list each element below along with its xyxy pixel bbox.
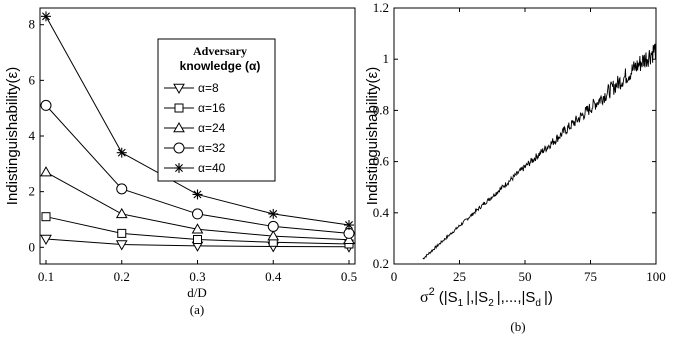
chart-a: 0 2 4 6 8 0.1 0.2 0.3 0.4 0.5 Indistinguishabili… <box>4 7 357 317</box>
chart-a-legend: Adversary knowledge (α) α=8 α=16 α=24 α=32 α… <box>157 38 276 182</box>
y-tick-label: 2 <box>29 184 36 199</box>
legend-label: α=8 <box>198 81 219 95</box>
x-label-sup: 2 <box>429 286 435 298</box>
data-point <box>41 212 51 222</box>
data-point <box>40 234 52 245</box>
y-tick-label: 6 <box>29 72 36 87</box>
x-tick-label: 0.2 <box>114 269 130 284</box>
data-point <box>40 99 52 111</box>
x-label-sigma: σ <box>420 289 429 306</box>
chart-a-series <box>40 11 355 253</box>
data-point <box>116 183 128 195</box>
legend-label: α=32 <box>198 141 226 155</box>
chart-a-x-ticks: 0.1 0.2 0.3 0.4 0.5 <box>38 260 357 284</box>
data-point <box>115 240 128 251</box>
data-point <box>267 230 280 241</box>
x-tick-label: 50 <box>519 269 532 284</box>
x-label-sub3: d <box>535 298 541 309</box>
x-tick-label: 25 <box>453 269 466 284</box>
chart-b: 0.2 0.4 0.6 0.8 1 1.2 0 25 50 75 100 Indistinguis… <box>364 0 666 334</box>
chart-a-x-axis-label: d/D <box>187 285 207 300</box>
data-point <box>267 220 279 232</box>
series-3 <box>40 99 355 239</box>
data-point <box>117 228 127 238</box>
chart-b-x-ticks: 0 25 50 75 100 <box>391 8 666 284</box>
legend-title-line1: Adversary <box>193 44 247 58</box>
x-label-sub1: 1 <box>458 298 464 309</box>
y-tick-label: 0.8 <box>373 102 389 117</box>
x-label-end: |) <box>544 289 553 306</box>
data-point <box>191 223 204 234</box>
x-tick-label: 100 <box>646 269 666 284</box>
chart-b-caption: (b) <box>510 319 525 334</box>
legend-marker <box>173 142 185 154</box>
data-point <box>115 207 128 219</box>
legend-marker <box>174 163 184 173</box>
legend-item: α=16 <box>164 101 226 115</box>
series-4 <box>41 11 354 231</box>
chart-b-series-line <box>422 38 657 260</box>
x-label-sub2: 2 <box>488 298 494 309</box>
legend-label: α=16 <box>198 101 226 115</box>
chart-a-y-axis-label: Indistinguishability(ε) <box>4 67 21 205</box>
series-2 <box>40 166 355 245</box>
legend-label: α=24 <box>198 121 226 135</box>
legend-marker <box>173 83 185 95</box>
y-tick-label: 8 <box>29 17 36 32</box>
legend-item: α=8 <box>164 81 219 95</box>
legend-marker <box>174 103 184 113</box>
data-point <box>41 11 51 22</box>
legend-title-line2: knowledge (α) <box>180 59 261 73</box>
y-tick-label: 0.4 <box>373 205 390 220</box>
legend-item: α=24 <box>164 121 226 135</box>
data-point <box>193 235 202 245</box>
legend-label: α=40 <box>198 161 226 175</box>
chart-b-x-axis-label: σ2 (|S1 |,|S2 |,...,|Sd |) <box>420 286 553 309</box>
x-tick-label: 0.1 <box>38 269 54 284</box>
data-point <box>40 166 52 177</box>
data-point <box>343 233 355 245</box>
x-tick-label: 0.5 <box>341 269 357 284</box>
y-tick-label: 1 <box>383 51 390 66</box>
y-tick-label: 1.2 <box>373 0 389 15</box>
x-tick-label: 0 <box>391 269 398 284</box>
chart-b-plot-area <box>393 7 657 265</box>
chart-a-y-ticks: 0 2 4 6 8 <box>29 17 44 254</box>
data-point <box>192 208 203 220</box>
x-tick-label: 75 <box>584 269 597 284</box>
data-point <box>192 189 203 200</box>
legend-marker <box>173 121 185 133</box>
x-tick-label: 0.3 <box>189 269 205 284</box>
chart-a-caption: (a) <box>190 302 204 317</box>
data-point <box>344 220 354 231</box>
chart-b-y-axis-label: Indistinguishability(ε) <box>364 67 381 205</box>
y-tick-label: 0.6 <box>373 154 390 169</box>
y-tick-label: 0.2 <box>373 256 389 271</box>
data-point <box>268 208 279 219</box>
x-label-mid2: |,...,|S <box>497 289 536 306</box>
x-label-mid1: |,|S <box>466 289 488 306</box>
y-tick-label: 0 <box>29 239 36 254</box>
chart-b-y-ticks: 0.2 0.4 0.6 0.8 1 1.2 <box>373 0 656 271</box>
x-tick-label: 0.4 <box>265 269 282 284</box>
legend-item: α=32 <box>164 141 226 155</box>
data-point <box>116 147 127 158</box>
x-label-args: (|S <box>439 289 458 306</box>
y-tick-label: 4 <box>29 128 36 143</box>
legend-item: α=40 <box>164 161 226 175</box>
